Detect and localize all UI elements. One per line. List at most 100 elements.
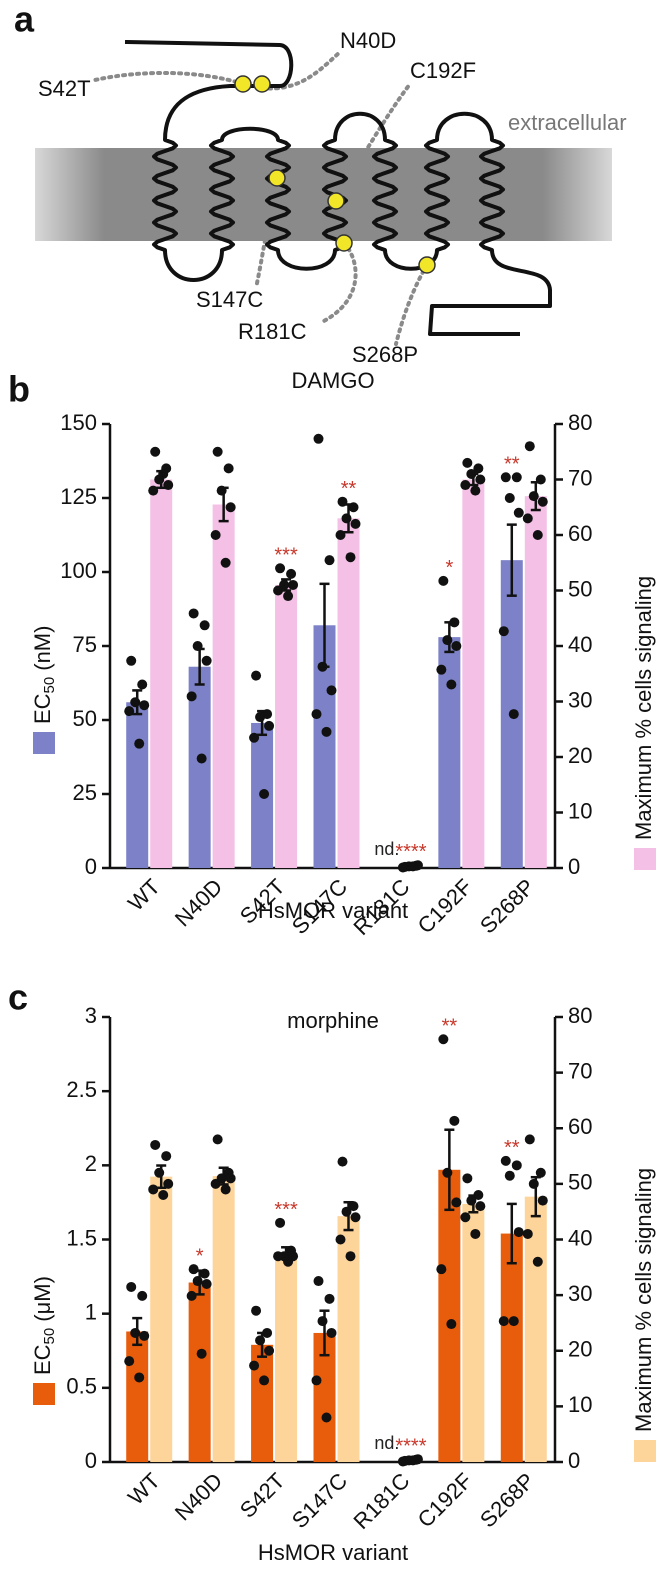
data-point xyxy=(460,1212,471,1223)
y-tick-label: 1.5 xyxy=(66,1225,97,1250)
x-tick-label: N40D xyxy=(170,1468,227,1525)
data-point xyxy=(134,738,145,749)
data-point xyxy=(470,1228,481,1239)
data-point xyxy=(446,679,457,690)
data-point xyxy=(345,1251,356,1262)
y-tick-label: 75 xyxy=(73,632,97,657)
data-point xyxy=(201,655,212,666)
y2-tick-label: 0 xyxy=(568,854,580,879)
data-point xyxy=(522,1228,533,1239)
x-tick-label: S268P xyxy=(475,1468,539,1532)
pointer xyxy=(93,70,245,86)
y2-tick-label: 70 xyxy=(568,465,592,490)
x-tick-label: WT xyxy=(123,1468,165,1510)
data-point xyxy=(154,1167,165,1178)
x-tick-label: C192F xyxy=(413,1468,477,1532)
y2-tick-label: 50 xyxy=(568,1170,592,1195)
data-point xyxy=(470,485,481,496)
y2-tick-label: 20 xyxy=(568,1337,592,1362)
bar xyxy=(212,504,235,868)
data-point xyxy=(537,496,548,507)
data-point xyxy=(451,641,462,651)
data-point xyxy=(273,585,284,596)
data-point xyxy=(335,530,346,540)
significance-label: ** xyxy=(442,1016,458,1038)
y2-tick-label: 30 xyxy=(568,687,592,712)
data-point xyxy=(259,789,270,799)
data-point xyxy=(438,575,449,586)
data-point xyxy=(148,1184,159,1195)
receptor-diagram: a extracellular N40D S42T C192F S147C R1… xyxy=(14,0,627,367)
data-point xyxy=(130,1327,141,1338)
pointer xyxy=(334,82,412,203)
x-tick-label: S147C xyxy=(287,1468,352,1533)
bar xyxy=(126,702,149,868)
y2-axis-title: Maximum % cells signaling xyxy=(631,1168,656,1462)
data-point xyxy=(210,1178,221,1189)
data-point xyxy=(251,670,262,681)
y-axis-title: EC50 (nM) xyxy=(30,626,58,754)
pointer xyxy=(260,50,342,91)
data-point xyxy=(225,502,236,513)
data-point xyxy=(341,513,352,524)
data-point xyxy=(511,472,522,483)
x-tick-label: N40D xyxy=(170,874,227,931)
legend-swatch xyxy=(634,1440,656,1462)
x-tick-label: R181C xyxy=(348,1468,414,1534)
bar xyxy=(188,1282,211,1462)
data-point xyxy=(150,1139,161,1150)
mutation-label: R181C xyxy=(238,319,307,344)
y-tick-label: 0 xyxy=(85,854,97,879)
bar xyxy=(438,637,461,868)
mutation-label: C192F xyxy=(410,58,476,83)
y-tick-label: 2 xyxy=(85,1151,97,1176)
bar xyxy=(438,1169,461,1462)
bar xyxy=(150,1176,173,1462)
membrane xyxy=(35,148,612,241)
chart-title: morphine xyxy=(287,1008,379,1033)
data-point xyxy=(524,441,535,452)
data-point xyxy=(350,1212,361,1223)
legend-swatch xyxy=(634,848,656,870)
x-tick-label: C192F xyxy=(413,874,477,938)
data-point xyxy=(220,1184,231,1195)
mutation-label: N40D xyxy=(340,28,396,53)
y2-tick-label: 80 xyxy=(568,410,592,435)
label-sub: 50 xyxy=(41,1328,58,1345)
y2-tick-label: 70 xyxy=(568,1058,592,1083)
x-tick-label: S42T xyxy=(235,1468,290,1523)
mutation-site xyxy=(335,234,353,252)
data-point xyxy=(446,1319,457,1330)
mutation-label: S147C xyxy=(196,287,263,312)
bar xyxy=(275,584,298,868)
data-point xyxy=(466,1195,477,1206)
data-point xyxy=(321,1412,332,1423)
data-point xyxy=(163,1178,174,1189)
data-point xyxy=(124,1356,135,1367)
data-point xyxy=(436,664,447,675)
significance-label: nd. xyxy=(374,1433,399,1453)
data-point xyxy=(473,463,484,474)
data-point xyxy=(462,1173,473,1184)
data-point xyxy=(311,709,322,720)
y-tick-label: 125 xyxy=(60,484,97,509)
y-axis-label: EC50 (μM) xyxy=(30,1276,58,1375)
panel-label: c xyxy=(8,977,28,1018)
data-point xyxy=(186,691,197,702)
chart-panel: b DAMGO 0 25 50 75 100 125 150 0 10 20 30 40 50 60 70 80 E… xyxy=(8,368,656,940)
data-point xyxy=(348,1201,359,1212)
data-point xyxy=(126,655,137,666)
data-point xyxy=(201,1279,212,1289)
mutation-site xyxy=(418,256,436,274)
data-point xyxy=(161,1151,172,1162)
bar xyxy=(462,1203,485,1462)
data-point xyxy=(528,1178,539,1189)
data-point xyxy=(345,552,356,563)
data-point xyxy=(537,1195,548,1206)
data-point xyxy=(137,679,148,690)
data-point xyxy=(326,1327,337,1338)
data-point xyxy=(321,726,332,737)
bar xyxy=(126,1331,149,1462)
data-point xyxy=(126,1281,137,1292)
data-point xyxy=(264,1345,275,1356)
